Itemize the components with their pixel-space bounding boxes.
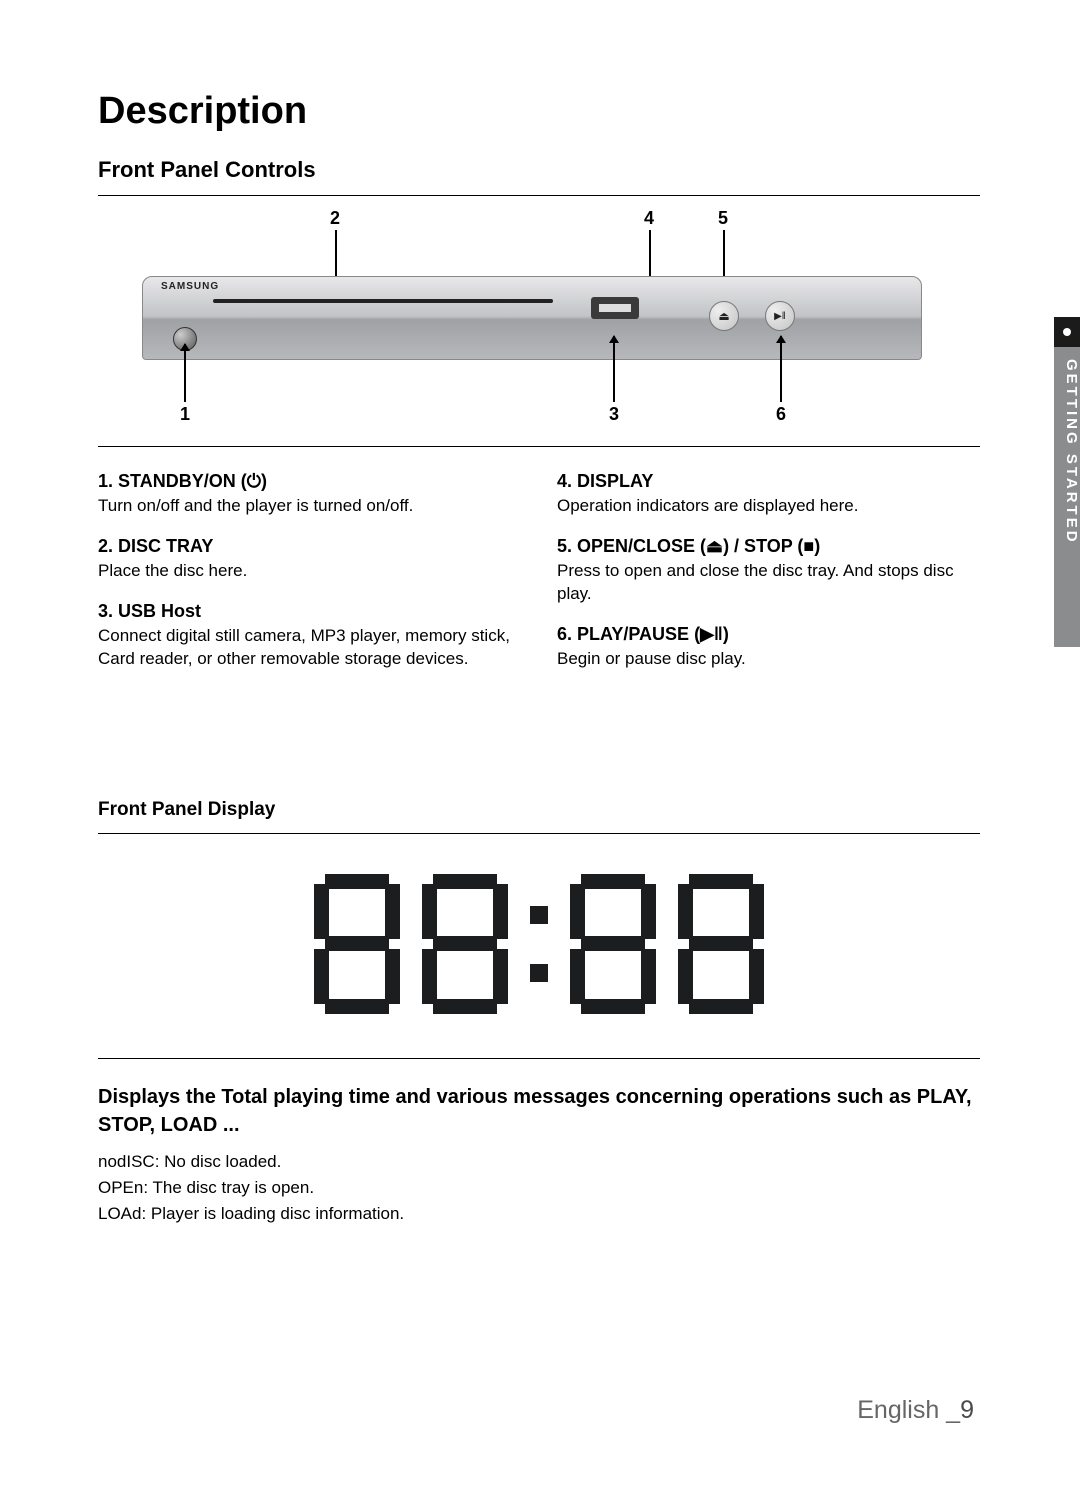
device-panel: SAMSUNG ⏏ ▶‖ xyxy=(142,276,922,360)
control-title: 5. OPEN/CLOSE (⏏) / STOP (■) xyxy=(557,536,980,557)
page-title: Description xyxy=(98,90,980,133)
control-item: 3. USB Host Connect digital still camera… xyxy=(98,601,521,671)
control-item: 6. PLAY/PAUSE (▶‖) Begin or pause disc p… xyxy=(557,624,980,671)
page-content: Description Front Panel Controls 2 4 5 S… xyxy=(98,90,980,1228)
stop-icon: ■ xyxy=(803,536,814,556)
callout-2: 2 xyxy=(330,208,340,229)
control-title: 4. DISPLAY xyxy=(557,471,980,492)
display-description-bold: Displays the Total playing time and vari… xyxy=(98,1083,980,1139)
eject-button: ⏏ xyxy=(709,301,739,331)
control-desc: Turn on/off and the player is turned on/… xyxy=(98,495,521,518)
display-note: LOAd: Player is loading disc information… xyxy=(98,1201,980,1227)
tab-marker xyxy=(1054,317,1080,347)
callout-6: 6 xyxy=(776,404,786,425)
control-item: 4. DISPLAY Operation indicators are disp… xyxy=(557,471,980,518)
colon xyxy=(530,906,548,982)
digit xyxy=(422,874,508,1014)
tab-label: GETTING STARTED xyxy=(1054,347,1080,647)
front-panel-diagram: 2 4 5 SAMSUNG ⏏ ▶‖ 1 3 6 xyxy=(98,216,980,436)
control-item: 5. OPEN/CLOSE (⏏) / STOP (■) Press to op… xyxy=(557,536,980,606)
callout-5: 5 xyxy=(718,208,728,229)
usb-port xyxy=(591,297,639,319)
section-tab: GETTING STARTED xyxy=(1054,317,1080,647)
callout-4: 4 xyxy=(644,208,654,229)
seven-segment-display xyxy=(98,874,980,1014)
display-note: nodISC: No disc loaded. xyxy=(98,1149,980,1175)
control-desc: Press to open and close the disc tray. A… xyxy=(557,560,980,606)
eject-icon: ⏏ xyxy=(718,309,729,323)
eject-icon: ⏏ xyxy=(706,536,723,556)
digit xyxy=(314,874,400,1014)
control-title: 1. STANDBY/ON (⏻) xyxy=(98,471,521,492)
callout-3: 3 xyxy=(609,404,619,425)
arrow-3 xyxy=(613,336,615,402)
control-title: 3. USB Host xyxy=(98,601,521,622)
divider xyxy=(98,195,980,196)
front-panel-display-title: Front Panel Display xyxy=(98,799,980,821)
page-footer: English _9 xyxy=(857,1396,974,1425)
divider xyxy=(98,446,980,447)
digit xyxy=(570,874,656,1014)
control-desc: Operation indicators are displayed here. xyxy=(557,495,980,518)
display-note: OPEn: The disc tray is open. xyxy=(98,1175,980,1201)
controls-columns: 1. STANDBY/ON (⏻) Turn on/off and the pl… xyxy=(98,471,980,689)
control-title: 2. DISC TRAY xyxy=(98,536,521,557)
control-title: 6. PLAY/PAUSE (▶‖) xyxy=(557,624,980,645)
section-subtitle: Front Panel Controls xyxy=(98,157,980,183)
disc-tray-slot xyxy=(213,299,553,303)
controls-left-column: 1. STANDBY/ON (⏻) Turn on/off and the pl… xyxy=(98,471,521,689)
dot-icon xyxy=(1063,328,1071,336)
arrow-6 xyxy=(780,336,782,402)
control-desc: Place the disc here. xyxy=(98,560,521,583)
control-desc: Begin or pause disc play. xyxy=(557,648,980,671)
control-desc: Connect digital still camera, MP3 player… xyxy=(98,625,521,671)
play-pause-button: ▶‖ xyxy=(765,301,795,331)
control-item: 2. DISC TRAY Place the disc here. xyxy=(98,536,521,583)
brand-logo: SAMSUNG xyxy=(161,281,219,292)
power-icon: ⏻ xyxy=(247,471,261,491)
divider xyxy=(98,1058,980,1059)
arrow-1 xyxy=(184,344,186,402)
play-pause-icon: ▶‖ xyxy=(774,311,786,322)
control-item: 1. STANDBY/ON (⏻) Turn on/off and the pl… xyxy=(98,471,521,518)
divider xyxy=(98,833,980,834)
play-pause-icon: ▶‖ xyxy=(700,624,723,644)
digit xyxy=(678,874,764,1014)
controls-right-column: 4. DISPLAY Operation indicators are disp… xyxy=(557,471,980,689)
callout-1: 1 xyxy=(180,404,190,425)
